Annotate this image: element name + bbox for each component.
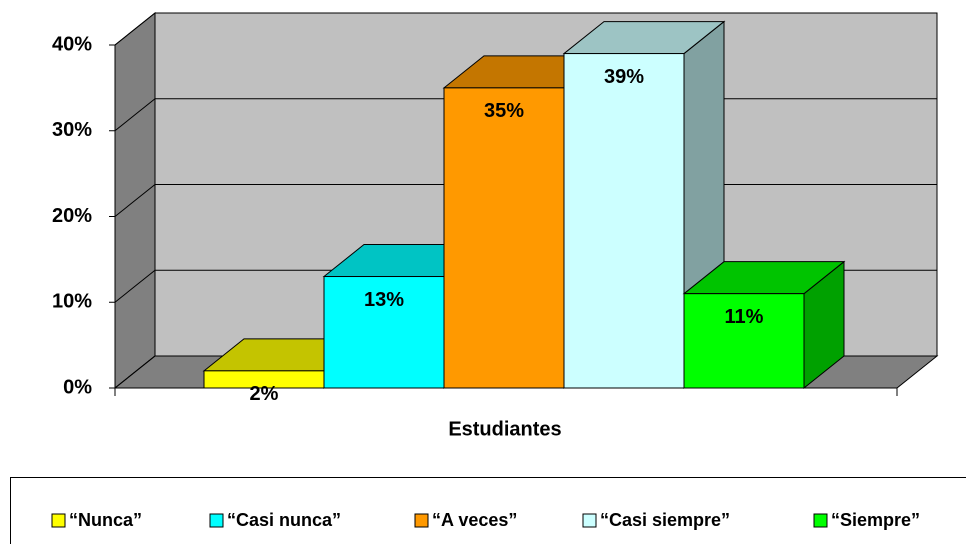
value-label: 39% (604, 66, 644, 88)
bar (682, 260, 846, 390)
y-tick-label: 0% (63, 376, 92, 398)
bars (202, 20, 846, 390)
grid-line (114, 98, 156, 132)
legend-swatch (813, 513, 828, 528)
bar-front (563, 53, 685, 389)
legend-swatch (51, 513, 66, 528)
legend-label: “Nunca” (69, 510, 142, 530)
legend-swatch (209, 513, 224, 528)
y-tick-label: 20% (52, 205, 92, 227)
value-label: 11% (725, 306, 764, 328)
bar-front (323, 276, 445, 389)
value-label: 2% (250, 383, 279, 405)
legend-box (10, 477, 966, 544)
legend-swatch (414, 513, 429, 528)
y-tick-label: 40% (52, 33, 92, 55)
legend-label: “Siempre” (831, 510, 920, 530)
y-tick-label: 10% (52, 291, 92, 313)
x-category-label: Estudiantes (448, 418, 561, 440)
grid-line (114, 355, 156, 389)
value-label: 13% (364, 289, 404, 311)
grid-line (114, 12, 156, 46)
legend-label: “A veces” (432, 510, 517, 530)
grid-line (114, 184, 156, 217)
legend-label: “Casi nunca” (227, 510, 341, 530)
bar-front (443, 87, 565, 389)
legend-label: “Casi siempre” (600, 510, 730, 530)
value-label: 35% (484, 100, 524, 122)
bar-front (683, 293, 805, 389)
legend-swatch (582, 513, 597, 528)
y-tick-label: 30% (52, 119, 92, 141)
legend: “Nunca” “Casi nunca” “A veces” “Casi siempr… (51, 510, 920, 530)
grid-line (114, 269, 156, 303)
